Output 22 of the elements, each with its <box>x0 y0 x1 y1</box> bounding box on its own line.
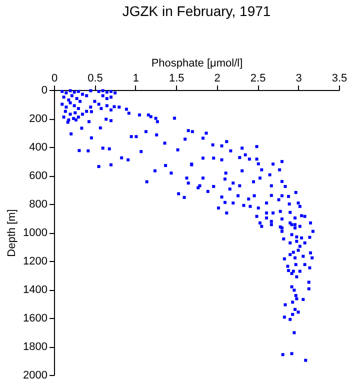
x-tick-label: 0 <box>51 72 58 84</box>
x-tick-label: 3 <box>296 72 302 84</box>
y-tick-label: 400 <box>29 142 48 154</box>
y-tick-label: 2000 <box>23 370 48 382</box>
y-tick-label: 600 <box>29 170 48 182</box>
x-tick-label: 0.5 <box>88 72 103 84</box>
y-axis-title: Depth [m] <box>6 209 18 257</box>
x-tick-label: 1.5 <box>168 72 184 84</box>
x-axis-title: Phosphate [μmol/l] <box>151 58 243 70</box>
y-tick-label: 1000 <box>23 227 48 239</box>
x-tick-label: 2 <box>214 72 220 84</box>
y-tick-label: 800 <box>29 198 48 210</box>
y-tick-label: 0 <box>41 84 48 96</box>
x-tick-label: 3.5 <box>332 72 348 84</box>
chart-title: JGZK in February, 1971 <box>122 3 271 19</box>
x-tick-label: 1 <box>132 72 139 84</box>
y-tick-label: 1200 <box>23 256 48 268</box>
y-tick-label: 1600 <box>23 312 48 324</box>
x-tick-label: 2.5 <box>250 72 266 84</box>
y-tick-label: 1400 <box>23 284 48 296</box>
y-tick-label: 1800 <box>23 341 48 353</box>
y-tick-label: 200 <box>29 113 48 125</box>
